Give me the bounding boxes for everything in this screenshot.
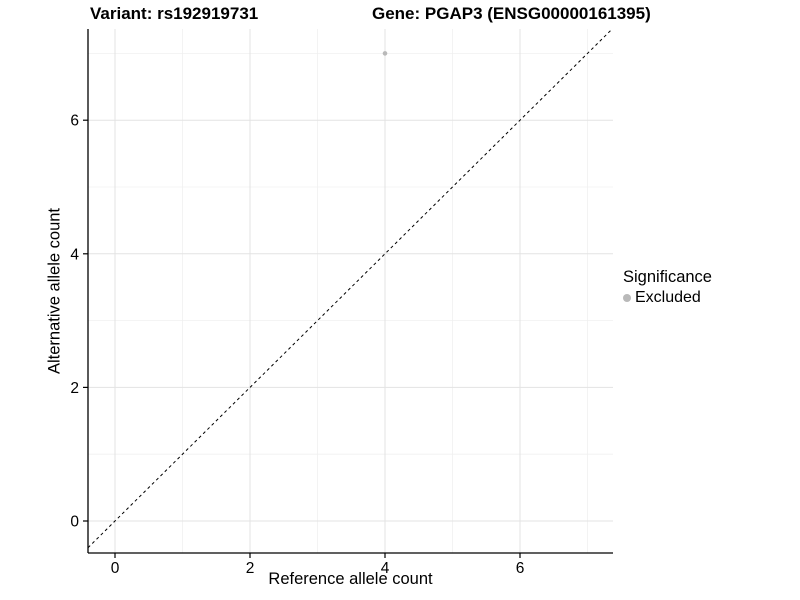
legend-item-label: Excluded [635,289,701,306]
y-axis-label: Alternative allele count [45,207,64,375]
y-tick-label: 6 [70,113,79,130]
plot-title-variant: Variant: rs192919731 [90,4,259,23]
y-tick-label: 0 [70,514,79,531]
plot-title-gene: Gene: PGAP3 (ENSG00000161395) [372,4,651,23]
legend: Significance Excluded [623,268,712,307]
x-tick-label: 4 [381,560,390,577]
legend-title: Significance [623,268,712,286]
y-tick-label: 4 [70,246,79,263]
y-tick-label: 2 [70,380,79,397]
x-axis-label: Reference allele count [268,570,433,588]
x-tick-label: 0 [111,560,120,577]
x-tick-label: 6 [516,560,525,577]
identity-dashed-line [87,28,613,549]
legend-point-icon [623,294,631,302]
data-point [382,51,388,56]
legend-item-excluded: Excluded [623,289,712,307]
x-tick-label: 2 [246,560,255,577]
